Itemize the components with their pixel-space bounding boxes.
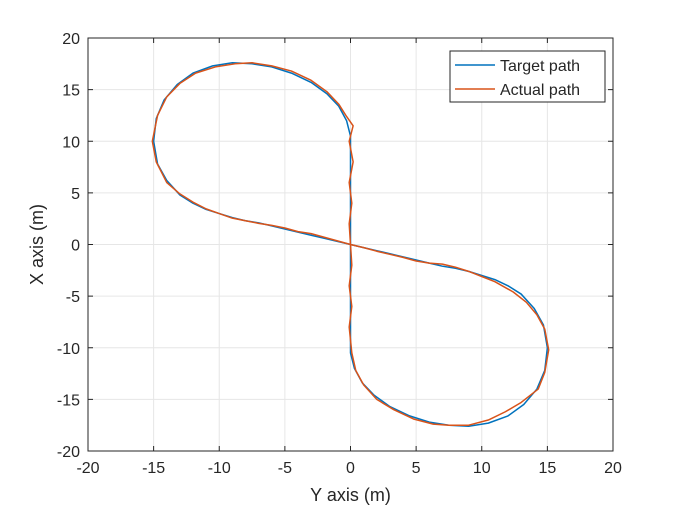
y-tick-label: 15	[62, 83, 80, 100]
legend-label-target-path: Target path	[500, 58, 580, 75]
x-tick-label: 5	[412, 460, 421, 477]
x-tick-label: -15	[142, 460, 165, 477]
x-tick-label: 15	[538, 460, 556, 477]
y-tick-label: 0	[71, 238, 80, 255]
y-tick-label: -20	[57, 444, 80, 461]
legend-box	[449, 50, 606, 103]
y-tick-label: -5	[66, 289, 80, 306]
x-tick-label: 20	[604, 460, 622, 477]
series-line-actual-path	[151, 62, 550, 426]
x-tick-label: -5	[278, 460, 292, 477]
y-axis-label: X axis (m)	[27, 204, 47, 285]
series-layer	[151, 62, 550, 427]
x-tick-label: -20	[76, 460, 99, 477]
y-tick-label: -10	[57, 341, 80, 358]
x-tick-label: 10	[473, 460, 491, 477]
y-tick-label: 5	[71, 186, 80, 203]
x-axis-label: Y axis (m)	[310, 485, 391, 505]
y-tick-label: 10	[62, 134, 80, 151]
y-tick-label: -15	[57, 392, 80, 409]
legend: Target path Actual path	[449, 50, 606, 103]
x-tick-label: 0	[346, 460, 355, 477]
legend-label-actual-path: Actual path	[500, 82, 580, 99]
y-tick-label: 20	[62, 31, 80, 48]
x-tick-label: -10	[208, 460, 231, 477]
ticks: -20 -15 -10 -5 0 5 10 15 20 -20 -15 -10 -5 0 5 10 15 20	[57, 31, 622, 477]
